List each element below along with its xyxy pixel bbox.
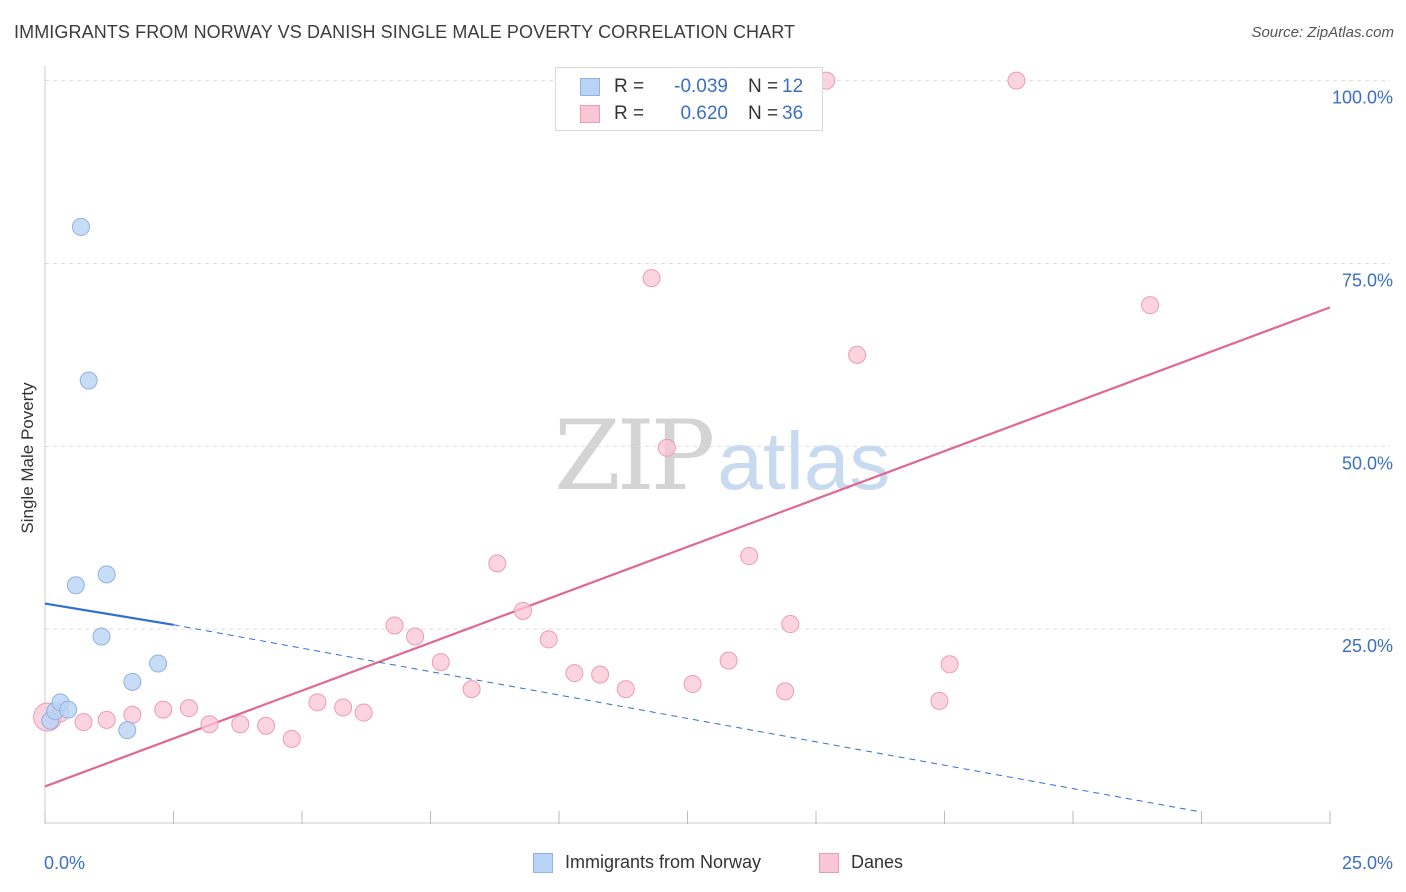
y-tick-label: 25.0% [1342, 636, 1393, 656]
danes-point [514, 601, 533, 620]
danes-trend-line [44, 306, 1331, 788]
x-tick-label: 25.0% [1342, 853, 1393, 873]
danes-point [740, 547, 759, 566]
danes-point [200, 715, 219, 734]
danes-point [488, 554, 507, 573]
bottom-legend-label-norway: Immigrants from Norway [565, 852, 762, 872]
legend-r-label: R = [614, 103, 645, 124]
danes-point [848, 345, 867, 364]
norway-point [79, 371, 98, 390]
legend-r-label: R = [614, 76, 645, 97]
danes-point [1007, 71, 1026, 90]
danes-point [334, 698, 353, 717]
legend-r-value: -0.039 [674, 76, 728, 97]
danes-point [940, 655, 959, 674]
danes-point [930, 691, 949, 710]
danes-point [657, 438, 676, 457]
danes-point [154, 700, 173, 719]
danes-point [308, 693, 327, 712]
legend-swatch-danes [580, 105, 600, 123]
danes-point [354, 703, 373, 722]
norway-point [149, 654, 168, 673]
bottom-legend-label-danes: Danes [851, 852, 904, 872]
legend-swatch-norway [580, 78, 600, 96]
danes-point [74, 713, 93, 732]
x-tick-label: 0.0% [44, 853, 85, 873]
bottom-legend-swatch-danes [819, 852, 839, 873]
danes-point [781, 615, 800, 634]
y-tick-label: 50.0% [1342, 453, 1393, 473]
norway-trend-line [44, 602, 174, 626]
norway-point [118, 721, 137, 740]
legend-n-value: 12 [782, 76, 804, 97]
axes [44, 66, 1331, 824]
y-tick-label: 75.0% [1342, 270, 1393, 290]
data-points [33, 71, 1160, 748]
norway-point [97, 565, 116, 584]
danes-point [231, 715, 250, 734]
watermark-zip: ZIP [554, 400, 715, 512]
watermark-atlas: atlas [717, 416, 891, 507]
danes-point [642, 269, 661, 288]
y-tick-label: 100.0% [1332, 88, 1393, 108]
danes-point [179, 699, 198, 718]
correlation-legend: R = -0.039 N = 12 R = 0.620 N = 36 [555, 67, 823, 131]
norway-point [123, 672, 142, 691]
source-credit: Source: ZipAtlas.com [1251, 24, 1394, 41]
watermark: ZIPatlas [554, 400, 890, 512]
danes-point [1141, 296, 1160, 315]
bottom-legend-swatch-norway [533, 852, 553, 873]
danes-point [565, 664, 584, 683]
legend-r-value: 0.620 [680, 103, 728, 124]
norway-point [66, 576, 85, 595]
legend-n-value: 36 [782, 103, 804, 124]
danes-point [776, 682, 795, 701]
danes-point [123, 705, 142, 724]
trend-lines [44, 306, 1331, 813]
danes-point [257, 716, 276, 735]
norway-point [71, 217, 90, 236]
legend-row-norway: R = -0.039 N = 12 [580, 76, 803, 98]
danes-point [591, 665, 610, 684]
norway-trend-extension [173, 624, 1202, 813]
danes-point [282, 729, 301, 748]
danes-point [385, 616, 404, 635]
chart-title: IMMIGRANTS FROM NORWAY VS DANISH SINGLE … [14, 22, 796, 42]
danes-point [462, 680, 481, 699]
danes-point [719, 651, 738, 670]
grid-lines [45, 80, 1390, 630]
norway-point [59, 700, 78, 719]
danes-point [97, 710, 116, 729]
tick-labels: 25.0% 50.0% 75.0% 100.0% 0.0% 25.0% [44, 88, 1393, 873]
legend-n-label: N = [748, 103, 779, 124]
norway-point [92, 627, 111, 646]
danes-point [616, 680, 635, 699]
danes-point [406, 627, 425, 646]
danes-point [683, 675, 702, 694]
bottom-legend-norway: Immigrants from Norway [533, 852, 761, 873]
danes-point [539, 630, 558, 649]
legend-row-danes: R = 0.620 N = 36 [580, 103, 803, 125]
legend-n-label: N = [748, 76, 779, 97]
danes-point [431, 653, 450, 672]
bottom-legend-danes: Danes [819, 852, 903, 873]
